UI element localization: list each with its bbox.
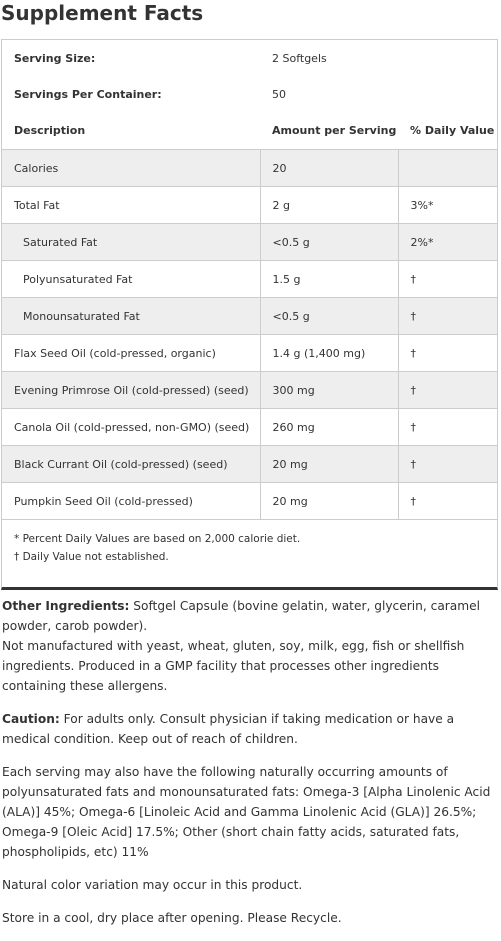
footnotes: * Percent Daily Values are based on 2,00…	[2, 520, 497, 576]
facts-row: Polyunsaturated Fat 1.5 g †	[2, 260, 497, 298]
amount: <0.5 g	[259, 297, 398, 335]
facts-panel: Serving Size: 2 Softgels Servings Per Con…	[1, 39, 498, 590]
daily-value: 2%*	[397, 223, 497, 261]
amount: 300 mg	[259, 371, 398, 409]
amount: 1.4 g (1,400 mg)	[259, 334, 398, 372]
facts-row: Evening Primrose Oil (cold-pressed) (see…	[2, 371, 497, 409]
daily-value: †	[397, 334, 497, 372]
amount: 20 mg	[259, 445, 398, 483]
description: Total Fat	[2, 186, 260, 224]
value: 2 Softgels	[272, 51, 327, 65]
title: Supplement Facts	[1, 1, 204, 25]
description: Polyunsaturated Fat	[2, 260, 260, 298]
facts-row: Flax Seed Oil (cold-pressed, organic) 1.4…	[2, 334, 497, 372]
daily-value: †	[397, 482, 497, 520]
paragraph: Store in a cool, dry place after opening…	[2, 911, 342, 925]
text: For adults only. Consult physician if ta…	[2, 712, 455, 746]
daily-value: †	[397, 297, 497, 335]
facts-row: Monounsaturated Fat <0.5 g †	[2, 297, 497, 335]
label: Caution:	[2, 712, 60, 726]
facts-row: Pumpkin Seed Oil (cold-pressed) 20 mg †	[2, 482, 497, 520]
amount: 1.5 g	[259, 260, 398, 298]
facts-row: Total Fat 2 g 3%*	[2, 186, 497, 224]
amount: 20 mg	[259, 482, 398, 520]
footnote: † Daily Value not established.	[14, 551, 169, 563]
description: Flax Seed Oil (cold-pressed, organic)	[2, 334, 260, 372]
daily-value: †	[397, 371, 497, 409]
daily-value	[397, 150, 497, 187]
description: Calories	[2, 150, 260, 187]
amount: 2 g	[259, 186, 398, 224]
amount: <0.5 g	[259, 223, 398, 261]
notes: Other Ingredients: Softgel Capsule (bovi…	[2, 596, 494, 941]
other-ingredients: Other Ingredients: Softgel Capsule (bovi…	[2, 596, 494, 696]
description: Monounsaturated Fat	[2, 297, 260, 335]
description: Pumpkin Seed Oil (cold-pressed)	[2, 482, 260, 520]
serving-info: Serving Size: 2 Softgels Servings Per Con…	[2, 40, 497, 150]
daily-value: 3%*	[397, 186, 497, 224]
description: Saturated Fat	[2, 223, 260, 261]
amount: 20	[259, 150, 398, 187]
row: Servings Per Container: 50	[2, 76, 497, 112]
value: 50	[272, 87, 286, 101]
paragraph: Each serving may also have the following…	[2, 765, 491, 859]
label: Other Ingredients:	[2, 599, 130, 613]
header: % Daily Value	[398, 112, 497, 150]
label: Servings Per Container:	[14, 87, 162, 101]
row: Serving Size: 2 Softgels	[2, 40, 497, 76]
paragraph: Natural color variation may occur in thi…	[2, 878, 303, 892]
facts-row: Calories 20	[2, 150, 497, 187]
label: Serving Size:	[14, 51, 96, 65]
facts-row: Black Currant Oil (cold-pressed) (seed) 2…	[2, 445, 497, 483]
description: Black Currant Oil (cold-pressed) (seed)	[2, 445, 260, 483]
footnote: * Percent Daily Values are based on 2,00…	[14, 533, 301, 545]
caution: Caution: For adults only. Consult physic…	[2, 709, 494, 749]
daily-value: †	[397, 260, 497, 298]
daily-value: †	[397, 445, 497, 483]
amount: 260 mg	[259, 408, 398, 446]
facts-row: Saturated Fat <0.5 g 2%*	[2, 223, 497, 261]
text: Not manufactured with yeast, wheat, glut…	[2, 639, 465, 693]
facts-table: Calories 20 Total Fat 2 g 3%* Saturated Fat <0…	[2, 150, 497, 520]
column-header: Description Amount per Serving% Daily Val…	[2, 112, 497, 150]
description: Evening Primrose Oil (cold-pressed) (see…	[2, 371, 260, 409]
header: Description	[2, 112, 260, 150]
daily-value: †	[397, 408, 497, 446]
text: Softgel Capsule (bovine gelatin, water, …	[2, 599, 481, 633]
description: Canola Oil (cold-pressed, non-GMO) (seed…	[2, 408, 260, 446]
header: Amount per Serving	[260, 112, 398, 150]
facts-row: Canola Oil (cold-pressed, non-GMO) (seed…	[2, 408, 497, 446]
